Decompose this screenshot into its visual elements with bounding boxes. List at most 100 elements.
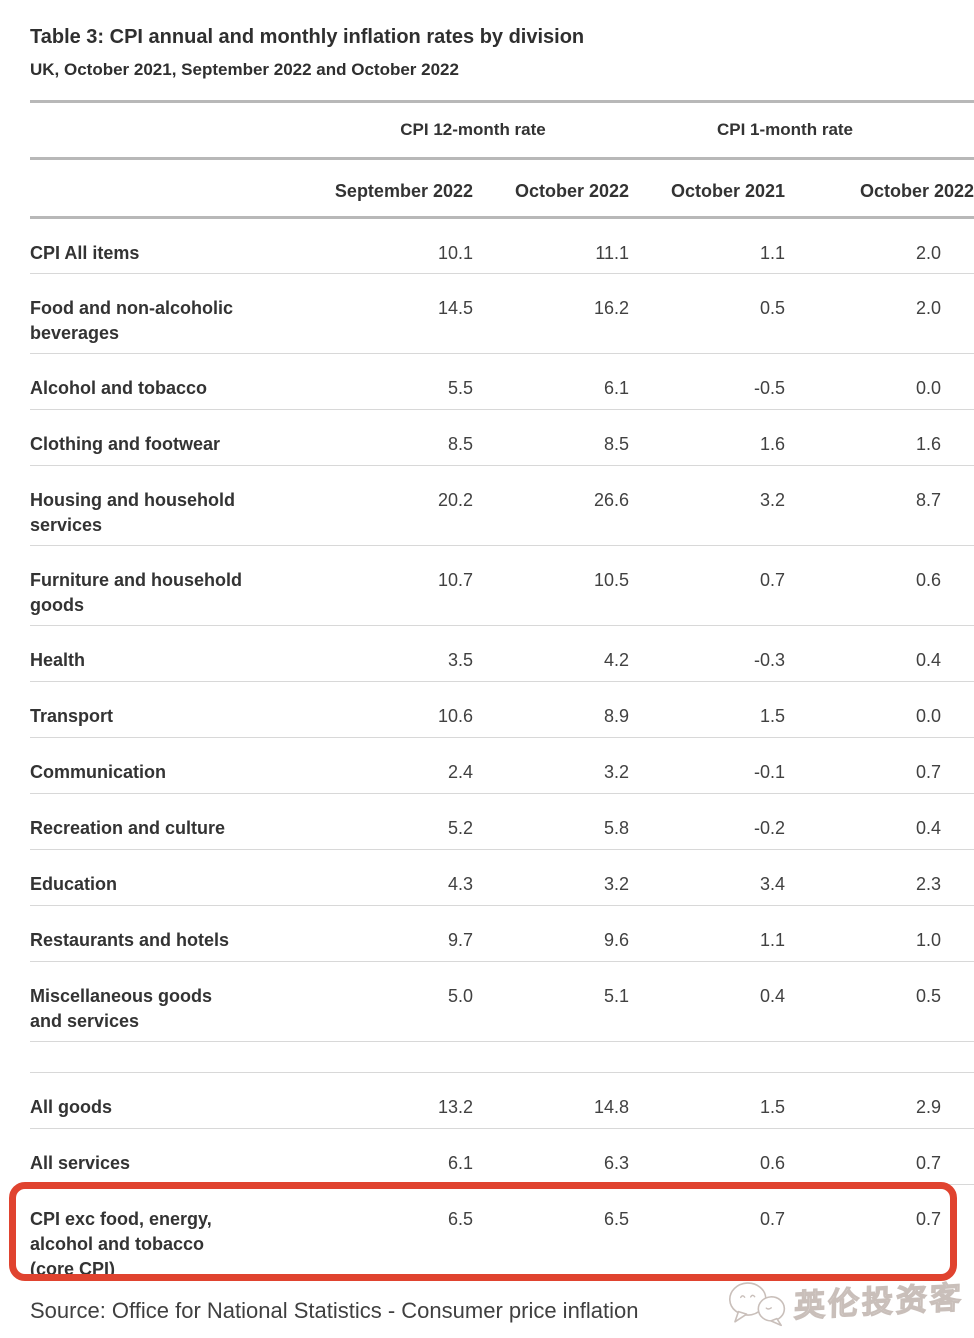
row-value: 2.0 bbox=[785, 273, 974, 354]
row-value: 0.7 bbox=[785, 1128, 974, 1185]
row-value: 5.0 bbox=[317, 961, 473, 1042]
row-value: 8.5 bbox=[473, 409, 630, 466]
row-value: 0.5 bbox=[629, 273, 786, 354]
row-value: -0.1 bbox=[629, 737, 786, 794]
table-row: All services 6.1 6.3 0.6 0.7 bbox=[30, 1128, 974, 1185]
group-header-12-month: CPI 12-month rate bbox=[317, 100, 630, 159]
row-value: 4.3 bbox=[317, 849, 473, 906]
row-value: 14.8 bbox=[473, 1072, 630, 1129]
row-value: 5.2 bbox=[317, 793, 473, 850]
row-value: 6.5 bbox=[317, 1184, 473, 1288]
row-value: 1.6 bbox=[629, 409, 786, 466]
table-row: Clothing and footwear 8.5 8.5 1.6 1.6 bbox=[30, 409, 974, 466]
row-label: Restaurants and hotels bbox=[30, 905, 317, 962]
row-value: 10.6 bbox=[317, 681, 473, 738]
row-label: Communication bbox=[30, 737, 317, 794]
table-row: Housing and household services 20.2 26.6… bbox=[30, 465, 974, 546]
row-value: 5.8 bbox=[473, 793, 630, 850]
row-value: -0.5 bbox=[629, 353, 786, 410]
row-label: Clothing and footwear bbox=[30, 409, 317, 466]
column-header: September 2022 bbox=[317, 157, 473, 218]
row-label: All goods bbox=[30, 1072, 317, 1129]
row-value: 8.9 bbox=[473, 681, 630, 738]
row-value: 6.3 bbox=[473, 1128, 630, 1185]
table-row: Communication 2.4 3.2 -0.1 0.7 bbox=[30, 737, 974, 794]
row-value: 4.2 bbox=[473, 625, 630, 682]
table-row: Furniture and household goods 10.7 10.5 … bbox=[30, 545, 974, 626]
row-value: 10.5 bbox=[473, 545, 630, 626]
watermark-text: 英伦投资客 bbox=[793, 1279, 965, 1324]
row-value: 0.7 bbox=[785, 737, 974, 794]
column-header-row: September 2022 October 2022 October 2021… bbox=[30, 157, 974, 218]
table-row: Miscellaneous goods and services 5.0 5.1… bbox=[30, 961, 974, 1042]
row-value: 6.5 bbox=[473, 1184, 630, 1288]
row-value: 13.2 bbox=[317, 1072, 473, 1129]
group-header-row: CPI 12-month rate CPI 1-month rate bbox=[30, 100, 974, 159]
corner-cell bbox=[30, 157, 317, 218]
row-value: 5.1 bbox=[473, 961, 630, 1042]
row-value: 0.0 bbox=[785, 681, 974, 738]
group-header-1-month: CPI 1-month rate bbox=[629, 100, 974, 159]
row-value: 9.7 bbox=[317, 905, 473, 962]
row-value: 2.0 bbox=[785, 216, 974, 274]
row-label: All services bbox=[30, 1128, 317, 1185]
page-title: Table 3: CPI annual and monthly inflatio… bbox=[30, 26, 585, 48]
row-value: 0.4 bbox=[785, 793, 974, 850]
row-value: 3.2 bbox=[629, 465, 786, 546]
row-label: CPI exc food, energy, alcohol and tobacc… bbox=[30, 1184, 317, 1288]
row-label: Transport bbox=[30, 681, 317, 738]
row-value: 0.6 bbox=[629, 1128, 786, 1185]
column-header: October 2022 bbox=[473, 157, 630, 218]
row-value: 1.5 bbox=[629, 1072, 786, 1129]
row-value: 14.5 bbox=[317, 273, 473, 354]
row-value: 1.6 bbox=[785, 409, 974, 466]
corner-cell bbox=[30, 100, 317, 159]
row-value: 0.6 bbox=[785, 545, 974, 626]
row-value: 3.5 bbox=[317, 625, 473, 682]
row-label: Housing and household services bbox=[30, 465, 317, 546]
row-value: 0.7 bbox=[629, 545, 786, 626]
row-value: 5.5 bbox=[317, 353, 473, 410]
row-value: 3.2 bbox=[473, 849, 630, 906]
table-row: Health 3.5 4.2 -0.3 0.4 bbox=[30, 625, 974, 682]
row-value: 8.7 bbox=[785, 465, 974, 546]
table-body: CPI All items 10.1 11.1 1.1 2.0 Food and… bbox=[30, 216, 974, 1288]
table-row: Alcohol and tobacco 5.5 6.1 -0.5 0.0 bbox=[30, 353, 974, 410]
row-value: 3.4 bbox=[629, 849, 786, 906]
row-value: 10.7 bbox=[317, 545, 473, 626]
row-value: 0.4 bbox=[785, 625, 974, 682]
row-value: 1.0 bbox=[785, 905, 974, 962]
row-value: 6.1 bbox=[317, 1128, 473, 1185]
row-value: 2.4 bbox=[317, 737, 473, 794]
table-row: Food and non-alcoholic beverages 14.5 16… bbox=[30, 273, 974, 354]
table-row: Transport 10.6 8.9 1.5 0.0 bbox=[30, 681, 974, 738]
row-label: Alcohol and tobacco bbox=[30, 353, 317, 410]
table-row: Restaurants and hotels 9.7 9.6 1.1 1.0 bbox=[30, 905, 974, 962]
row-label: Education bbox=[30, 849, 317, 906]
row-value: 2.9 bbox=[785, 1072, 974, 1129]
row-value: 0.4 bbox=[629, 961, 786, 1042]
row-value: 8.5 bbox=[317, 409, 473, 466]
row-value bbox=[473, 1041, 630, 1073]
row-value: 26.6 bbox=[473, 465, 630, 546]
row-value: 0.5 bbox=[785, 961, 974, 1042]
row-value: 1.1 bbox=[629, 905, 786, 962]
source-text: Source: Office for National Statistics -… bbox=[30, 1297, 639, 1323]
row-value: 0.7 bbox=[629, 1184, 786, 1288]
table-row-core-cpi: CPI exc food, energy, alcohol and tobacc… bbox=[30, 1184, 974, 1288]
row-value: 6.1 bbox=[473, 353, 630, 410]
table-row: CPI All items 10.1 11.1 1.1 2.0 bbox=[30, 216, 974, 274]
row-value: 1.1 bbox=[629, 216, 786, 274]
row-value: 1.5 bbox=[629, 681, 786, 738]
row-value: 16.2 bbox=[473, 273, 630, 354]
row-label: Miscellaneous goods and services bbox=[30, 961, 317, 1042]
row-value: -0.2 bbox=[629, 793, 786, 850]
wechat-bubbles-icon bbox=[725, 1275, 790, 1335]
row-value: 11.1 bbox=[473, 216, 630, 274]
row-value: 0.0 bbox=[785, 353, 974, 410]
row-label: Recreation and culture bbox=[30, 793, 317, 850]
page-subtitle: UK, October 2021, September 2022 and Oct… bbox=[30, 60, 459, 79]
row-value bbox=[629, 1041, 786, 1073]
table-row: All goods 13.2 14.8 1.5 2.9 bbox=[30, 1072, 974, 1129]
